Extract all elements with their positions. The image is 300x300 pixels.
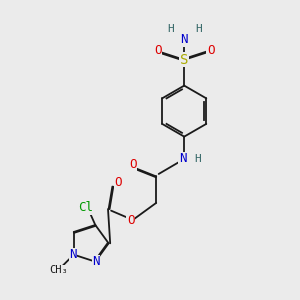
Text: H: H xyxy=(167,24,174,34)
Text: N: N xyxy=(92,255,100,268)
Text: O: O xyxy=(207,44,214,57)
Text: O: O xyxy=(114,176,122,189)
Text: S: S xyxy=(180,53,188,67)
Text: Cl: Cl xyxy=(79,201,94,214)
Text: O: O xyxy=(154,44,161,57)
Text: O: O xyxy=(129,158,136,171)
Text: N: N xyxy=(179,152,186,165)
Text: N: N xyxy=(181,33,188,46)
Text: O: O xyxy=(127,214,134,227)
Text: N: N xyxy=(69,248,77,261)
Text: CH₃: CH₃ xyxy=(49,265,68,275)
Text: H: H xyxy=(194,154,201,164)
Text: H: H xyxy=(195,24,202,34)
